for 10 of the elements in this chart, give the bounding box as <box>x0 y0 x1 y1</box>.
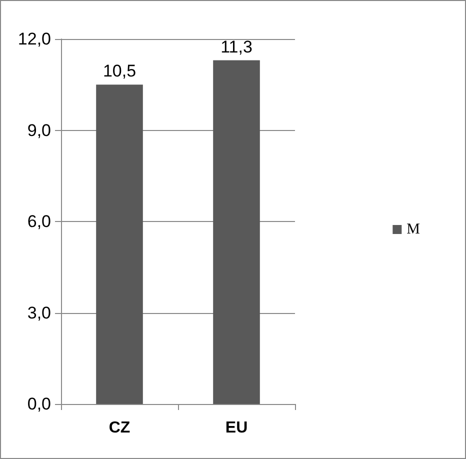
y-tick-label: 6,0 <box>27 212 51 231</box>
data-label: 10,5 <box>102 62 136 81</box>
y-tick-label: 0,0 <box>27 394 51 414</box>
y-tick-label: 12,0 <box>18 30 51 48</box>
x-tick-label: EU <box>225 420 248 436</box>
y-tick-label: 3,0 <box>27 303 51 322</box>
x-tick-label: CZ <box>108 420 130 436</box>
y-tick-label: 9,0 <box>27 120 51 140</box>
legend-label: M <box>406 222 420 238</box>
data-label: 11,3 <box>220 37 252 56</box>
